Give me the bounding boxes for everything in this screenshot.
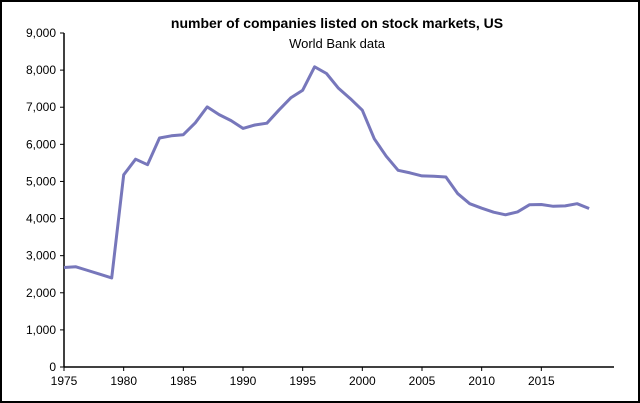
x-tick-label: 1990 xyxy=(230,374,257,388)
x-tick-label: 1985 xyxy=(170,374,197,388)
x-tick-label: 2010 xyxy=(468,374,495,388)
y-tick-label: 4,000 xyxy=(26,212,56,226)
y-tick-label: 7,000 xyxy=(26,100,56,114)
x-tick-label: 2005 xyxy=(409,374,436,388)
y-tick-label: 3,000 xyxy=(26,249,56,263)
x-tick-label: 1995 xyxy=(289,374,316,388)
y-tick-label: 8,000 xyxy=(26,63,56,77)
y-tick-label: 5,000 xyxy=(26,174,56,188)
x-tick-label: 1975 xyxy=(51,374,78,388)
x-tick-label: 2000 xyxy=(349,374,376,388)
y-tick-label: 6,000 xyxy=(26,137,56,151)
x-tick-label: 1980 xyxy=(110,374,137,388)
y-tick-label: 2,000 xyxy=(26,286,56,300)
series-line xyxy=(63,65,590,280)
x-tick-label: 2015 xyxy=(528,374,555,388)
y-tick-label: 0 xyxy=(49,360,56,374)
chart-title: number of companies listed on stock mark… xyxy=(171,15,503,31)
y-tick-label: 9,000 xyxy=(26,26,56,40)
chart-subtitle: World Bank data xyxy=(289,36,386,51)
y-tick-label: 1,000 xyxy=(26,323,56,337)
